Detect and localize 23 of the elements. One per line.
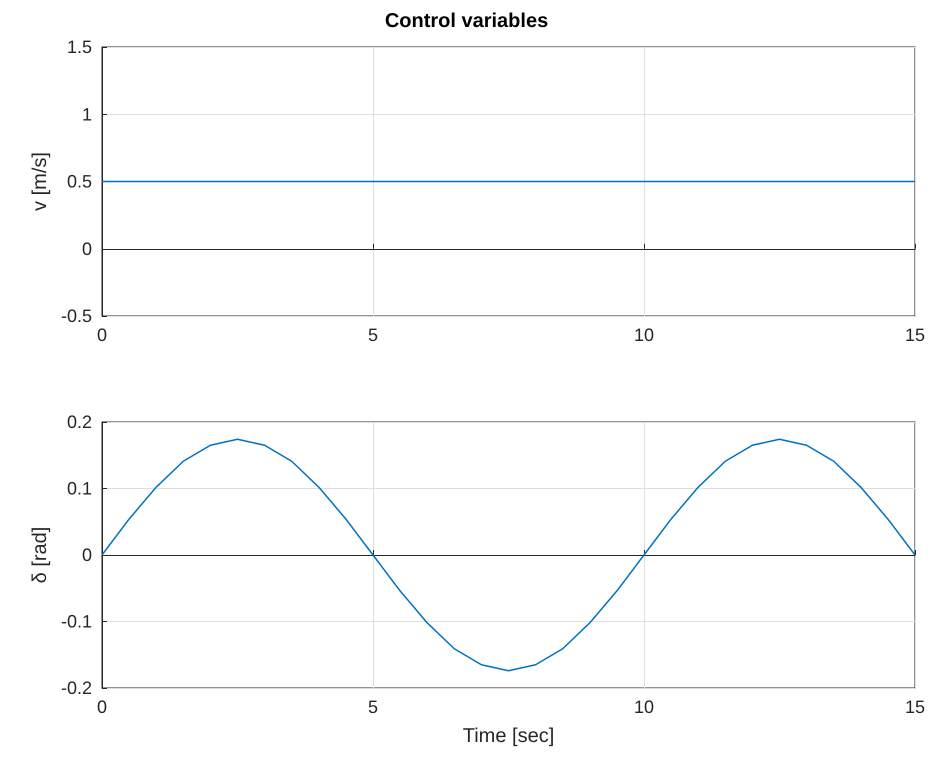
- y-tick-label: 0: [82, 545, 92, 565]
- x-tick-label: 0: [96, 697, 108, 717]
- x-tick-label: 10: [634, 697, 654, 717]
- x-tick-label: 0: [96, 325, 108, 345]
- chart-title: Control variables: [384, 10, 548, 32]
- x-tick-label: 15: [904, 697, 926, 717]
- x-tick-label: 10: [634, 325, 654, 345]
- y-tick-label: -0.2: [60, 678, 92, 698]
- x-tick-label: 5: [368, 325, 378, 345]
- y-tick-label: 0: [82, 238, 92, 259]
- y-tick-label: 0.5: [66, 172, 92, 192]
- x-tick-label: 15: [904, 325, 926, 345]
- y-tick-label: 0.1: [66, 478, 92, 498]
- y-tick-label: -0.1: [60, 612, 92, 632]
- y-tick-label: 1.5: [66, 37, 92, 57]
- x-tick-label: 5: [368, 697, 378, 717]
- y-tick-label: 1: [82, 104, 92, 124]
- y-axis-title: v [m/s]: [29, 152, 51, 211]
- y-axis-title: δ [rad]: [29, 526, 51, 584]
- y-tick-label: 0.2: [66, 412, 92, 432]
- x-axis-title: Time [sec]: [462, 725, 554, 747]
- y-tick-label: -0.5: [60, 306, 92, 326]
- line-series: [101, 438, 916, 672]
